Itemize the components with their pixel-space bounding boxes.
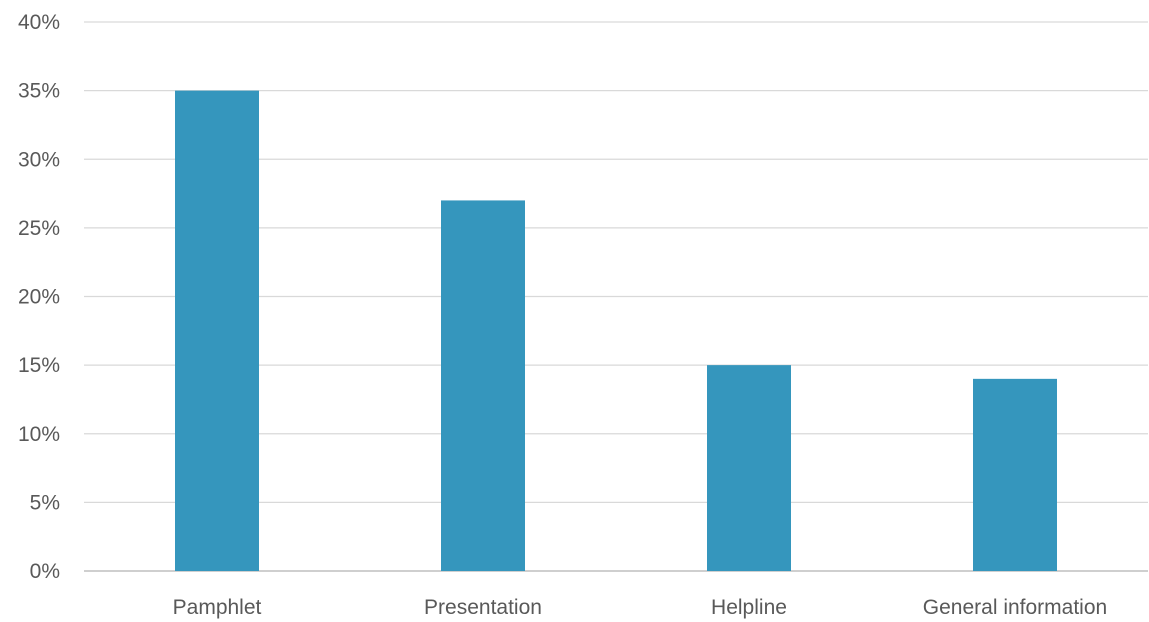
- bar-pamphlet: [175, 90, 259, 571]
- bar-helpline: [707, 365, 791, 571]
- gridlines: [84, 21, 1148, 572]
- x-category-label: Presentation: [424, 596, 542, 619]
- y-tick-label: 15%: [18, 354, 60, 377]
- x-axis-category-labels: Pamphlet Presentation Helpline General info…: [173, 596, 1108, 619]
- y-tick-label: 10%: [18, 423, 60, 446]
- y-tick-label: 20%: [18, 286, 60, 309]
- y-tick-label: 35%: [18, 80, 60, 103]
- y-tick-label: 0%: [30, 560, 60, 583]
- bar-presentation: [441, 200, 525, 572]
- x-category-label: General information: [923, 596, 1107, 619]
- bar-general-information: [973, 378, 1057, 571]
- x-category-label: Pamphlet: [173, 596, 262, 619]
- bars: [175, 90, 1057, 572]
- y-tick-label: 25%: [18, 217, 60, 240]
- y-tick-label: 30%: [18, 148, 60, 171]
- x-category-label: Helpline: [711, 596, 787, 619]
- y-axis-tick-labels: 0% 5% 10% 15% 20% 25% 30% 35% 40%: [18, 11, 60, 583]
- y-tick-label: 40%: [18, 11, 60, 34]
- y-tick-label: 5%: [30, 491, 60, 514]
